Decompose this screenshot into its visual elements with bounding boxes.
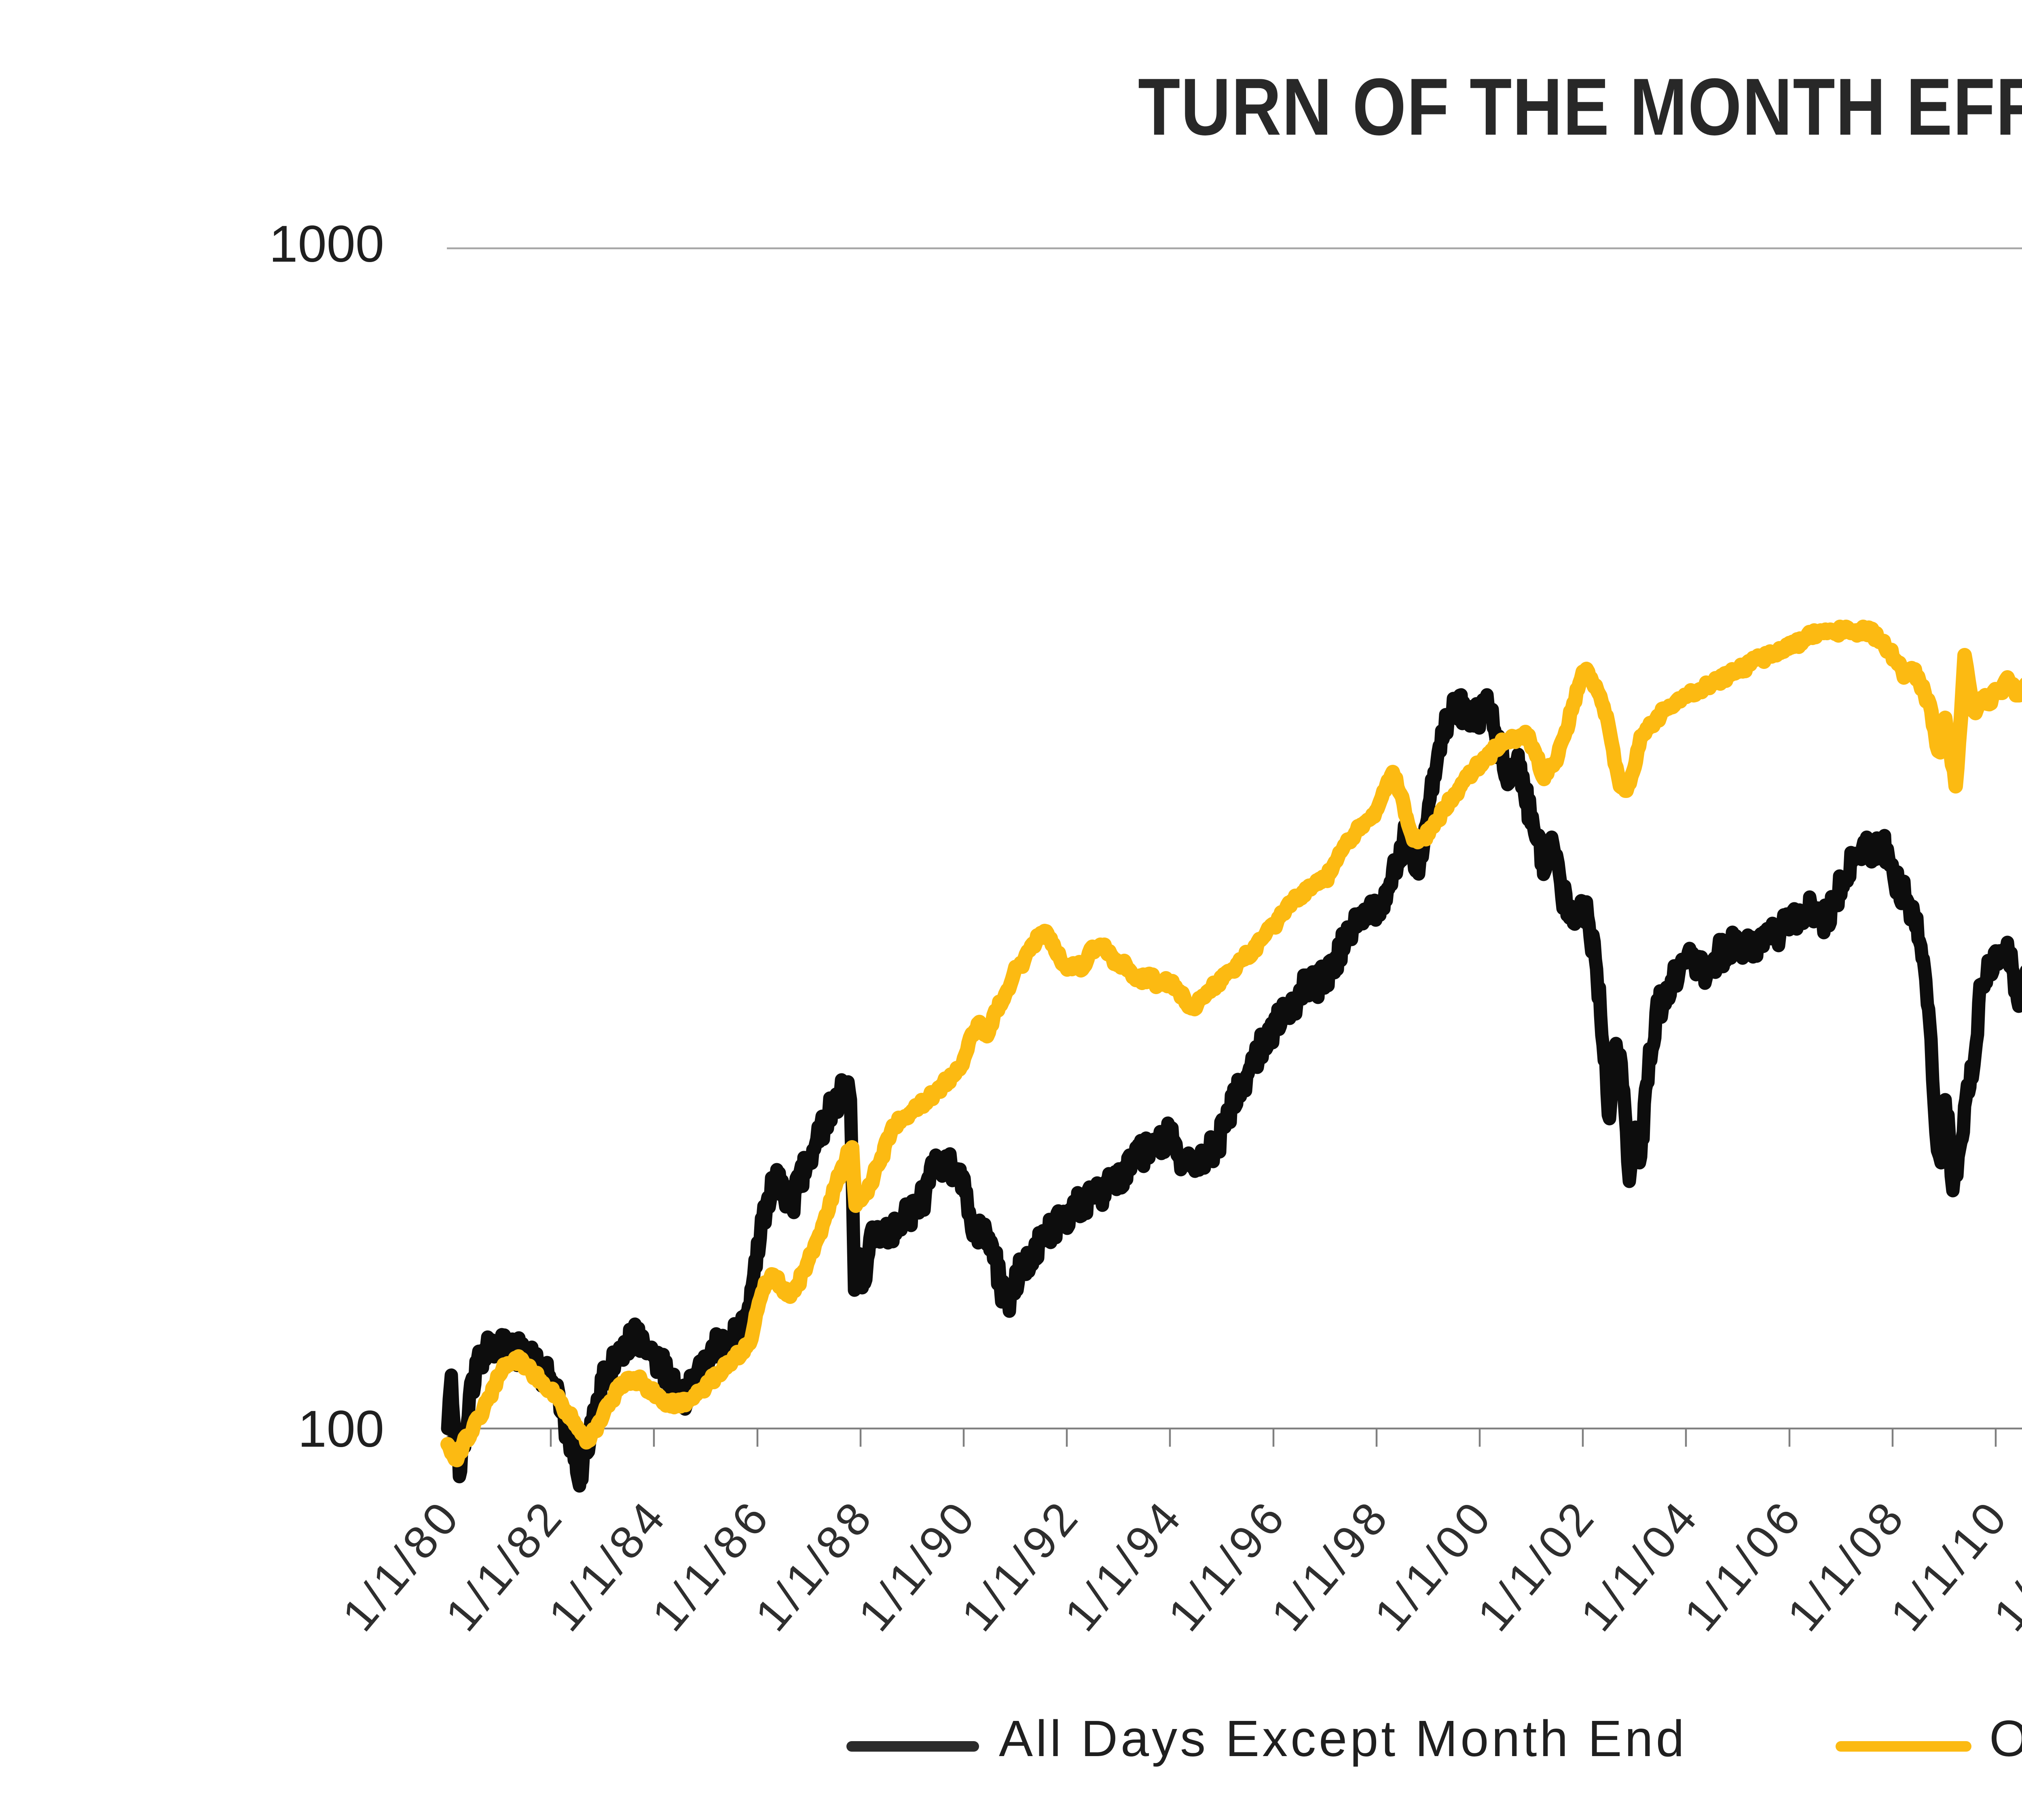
svg-text:1000: 1000 — [269, 215, 384, 273]
svg-text:TURN OF THE MONTH EFFECT: TURN OF THE MONTH EFFECT — [1138, 62, 2022, 152]
svg-text:Only Month End: Only Month End — [1989, 1710, 2022, 1767]
svg-text:All Days Except Month End: All Days Except Month End — [999, 1710, 1687, 1767]
svg-text:100: 100 — [298, 1400, 384, 1458]
